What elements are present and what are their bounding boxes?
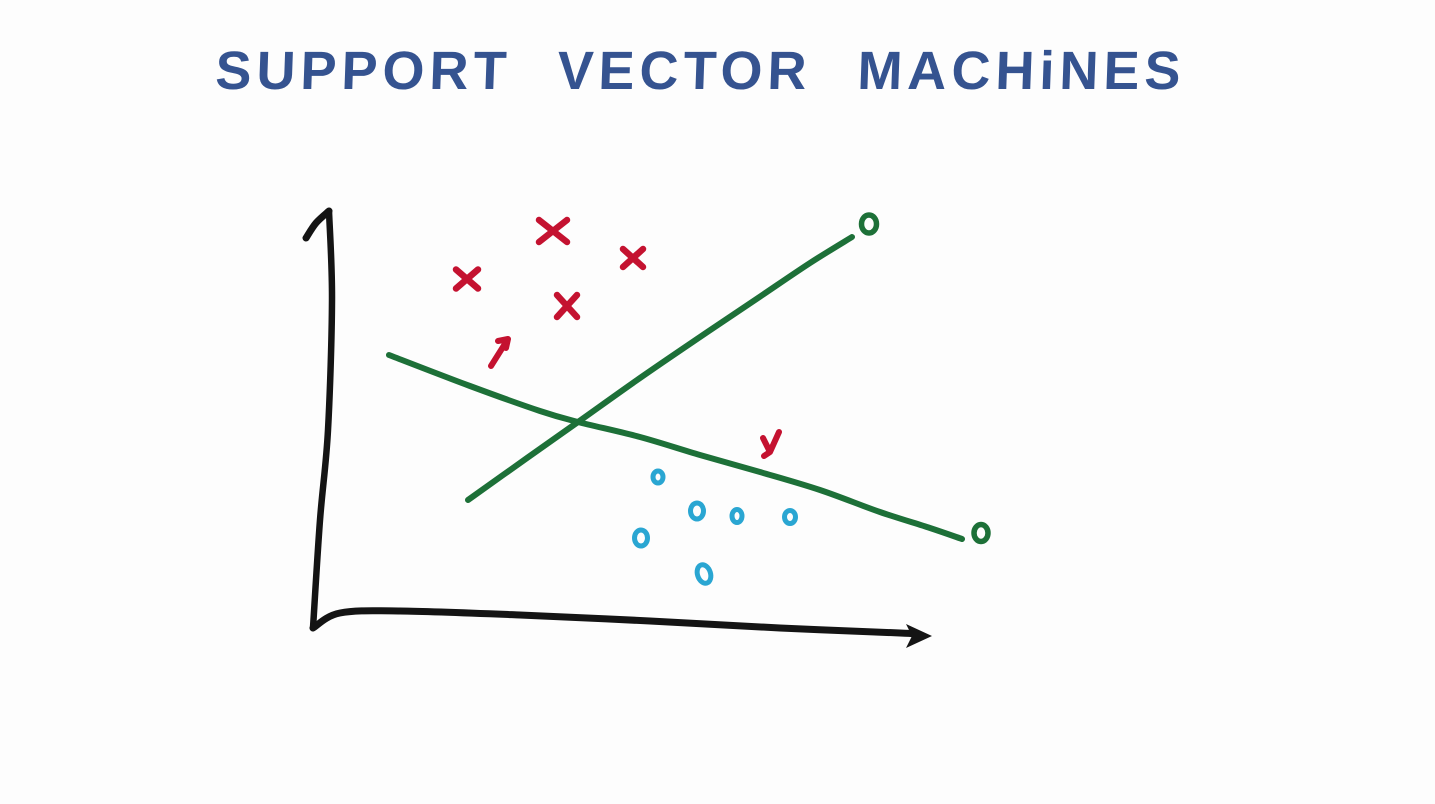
blue-o-mark bbox=[688, 500, 706, 522]
data-points-group bbox=[452, 216, 798, 586]
separator-ascending-end-o-mark bbox=[858, 212, 880, 236]
blue-o-mark bbox=[632, 527, 650, 549]
separator-descending-end-o-mark bbox=[971, 521, 991, 545]
blue-o-mark bbox=[782, 508, 798, 526]
axes-group bbox=[302, 207, 932, 648]
separator-ascending bbox=[465, 234, 855, 503]
red-x-mark bbox=[553, 291, 581, 321]
y-axis bbox=[309, 207, 336, 632]
blue-o-mark bbox=[694, 562, 714, 586]
x-axis bbox=[309, 607, 920, 638]
separator-lines-group bbox=[386, 212, 991, 545]
red-check-mark bbox=[760, 429, 782, 459]
blue-o-mark bbox=[729, 507, 745, 525]
red-x-mark bbox=[619, 245, 647, 271]
x-axis-arrowhead bbox=[906, 624, 932, 648]
red-x-mark bbox=[452, 266, 482, 292]
blue-o-mark bbox=[650, 468, 666, 486]
red-y-mark bbox=[488, 336, 511, 369]
red-x-mark bbox=[535, 216, 571, 246]
separator-descending bbox=[386, 352, 965, 542]
y-axis-arrowhead bbox=[302, 207, 333, 242]
